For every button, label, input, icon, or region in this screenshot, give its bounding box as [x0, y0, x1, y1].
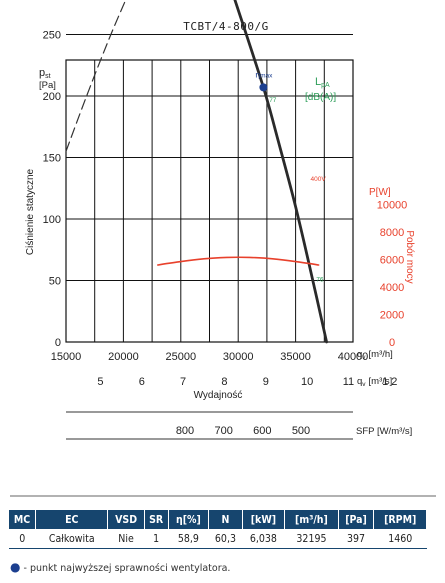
- power-tick-label: 2000: [380, 310, 404, 322]
- x-tick-label: 20000: [108, 351, 139, 363]
- fan-chart: TCBT/4-800/G 050100150200250300350020004…: [10, 0, 436, 497]
- sfp-tick-label: 600: [253, 425, 271, 437]
- table-cell: Nie: [107, 529, 145, 549]
- power-tick-label: 8000: [380, 227, 404, 239]
- power-tick-label: 6000: [380, 255, 404, 267]
- operating-point: [259, 83, 268, 92]
- x-tick-label: 25000: [166, 351, 197, 363]
- noise-unit: [dB(A)]: [305, 92, 336, 103]
- chart-title: TCBT/4-800/G: [183, 20, 268, 33]
- table-header-cell: N: [208, 510, 243, 529]
- sfp-tick-label: 800: [176, 425, 194, 437]
- operating-point-legend-icon: ●: [10, 560, 21, 574]
- table-header-cell: SR: [144, 510, 169, 529]
- x-axis-label: Wydajność: [194, 390, 243, 401]
- x2-tick-label: 10: [301, 376, 313, 388]
- y-tick-label: 200: [43, 91, 61, 103]
- x-tick-label: 30000: [223, 351, 254, 363]
- power-tick-label: 10000: [377, 200, 408, 212]
- table-cell: 58,9: [168, 529, 209, 549]
- table-header-row: MC EC VSD SR η[%] N [kW] [m³/h] [Pa] [RPM]: [9, 510, 427, 529]
- table-header-cell: [Pa]: [338, 510, 375, 529]
- x-tick-label: 40000: [338, 351, 369, 363]
- series-pressure: [233, 0, 328, 344]
- curve-annotation: 77: [269, 97, 277, 104]
- x-axis-unit-m3s: qv [m³/s]: [357, 376, 392, 388]
- x2-tick-label: 7: [180, 376, 186, 388]
- footnote: ● - punkt najwyższej sprawności wentylat…: [10, 560, 230, 574]
- table-header-cell: [m³/h]: [284, 510, 339, 529]
- sfp-axis-unit: SFP [W/m³/s]: [356, 426, 412, 437]
- table-header-cell: VSD: [107, 510, 145, 529]
- axis-ticks: 0501001502002503003500200040006000800010…: [43, 30, 408, 438]
- table-header-cell: [RPM]: [373, 510, 427, 529]
- x2-tick-label: 1 2: [382, 376, 397, 388]
- x2-tick-label: 11: [343, 376, 354, 388]
- power-axis-unit: P[W]: [369, 187, 391, 198]
- x2-tick-label: 8: [221, 376, 227, 388]
- y-tick-label: 50: [49, 276, 61, 288]
- table-header-cell: EC: [35, 510, 109, 529]
- series-pressure-unstable: [65, 0, 127, 152]
- table-cell: 0: [9, 529, 36, 549]
- power-tick-label: 4000: [380, 282, 404, 294]
- grid: [65, 34, 354, 343]
- curve-annotation: 400V: [311, 176, 327, 183]
- table-cell: Całkowita: [35, 529, 108, 549]
- sfp-tick-label: 500: [292, 425, 310, 437]
- table-cell: 6,038: [242, 529, 285, 549]
- x2-tick-label: 5: [97, 376, 103, 388]
- annotation-layer: 777776400V: [269, 97, 327, 284]
- table-cell: 32195: [284, 529, 339, 549]
- sfp-tick-label: 700: [214, 425, 232, 437]
- parameters-table: MC EC VSD SR η[%] N [kW] [m³/h] [Pa] [RPM] 0 Całko…: [9, 510, 427, 549]
- x2-tick-label: 9: [263, 376, 269, 388]
- table-header-cell: η[%]: [168, 510, 210, 529]
- x-tick-label: 15000: [51, 351, 82, 363]
- footnote-text: - punkt najwyższej sprawności wentylator…: [23, 563, 231, 574]
- power-tick-label: 0: [389, 337, 395, 349]
- table-cell: 397: [338, 529, 374, 549]
- table-cell: 60,3: [208, 529, 243, 549]
- y-tick-label: 0: [55, 337, 61, 349]
- table-header-cell: [kW]: [242, 510, 286, 529]
- y-axis-label: Ciśnienie statyczne: [25, 168, 36, 255]
- y-tick-label: 100: [43, 214, 61, 226]
- x2-tick-label: 6: [139, 376, 145, 388]
- y-tick-label: 250: [43, 30, 61, 42]
- eta-max-label: ηmax: [255, 69, 273, 79]
- table-row: 0 Całkowita Nie 1 58,9 60,3 6,038 32195 397 1460: [9, 529, 427, 549]
- y-axis-unit: [Pa]: [39, 80, 56, 91]
- table-cell: 1: [144, 529, 169, 549]
- x-tick-label: 35000: [280, 351, 311, 363]
- y-axis-symbol: pst: [39, 67, 51, 80]
- power-axis-label: Pobór mocy: [404, 230, 415, 283]
- noise-symbol: LpA: [315, 76, 330, 89]
- table-cell: 1460: [373, 529, 427, 549]
- y-tick-label: 150: [43, 153, 61, 165]
- series-power: [157, 256, 320, 266]
- curve-annotation: 76: [316, 277, 324, 284]
- series-layer: ηmax: [65, 0, 328, 344]
- table-header-cell: MC: [9, 510, 37, 529]
- x-axis-unit-m3h: qv [m³/h]: [357, 349, 393, 361]
